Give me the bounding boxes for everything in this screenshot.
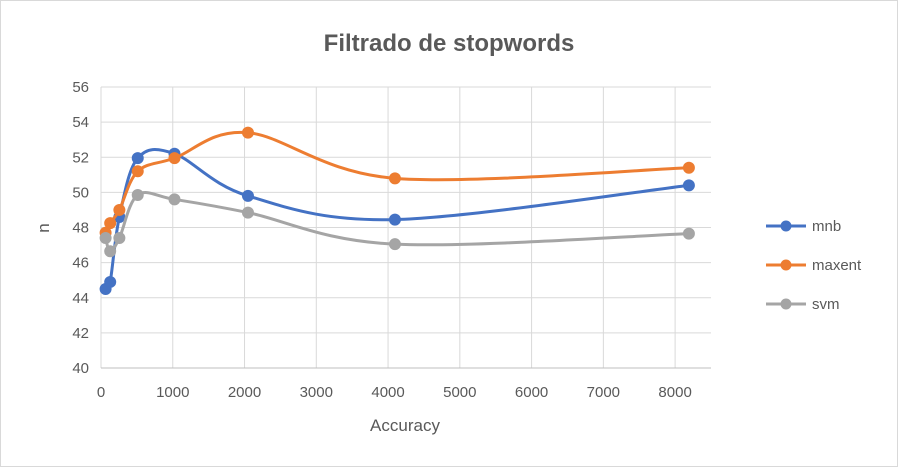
data-point-svm (388, 238, 401, 251)
legend: mnb maxent svm (766, 218, 862, 313)
y-tick-label: 56 (72, 79, 89, 96)
data-point-svm (131, 189, 144, 202)
x-tick-label: 8000 (658, 384, 691, 401)
x-tick-label: 6000 (515, 384, 548, 401)
legend-item-svm: svm (766, 296, 840, 313)
y-axis-ticks: 40 42 44 46 48 50 52 54 56 (72, 79, 89, 377)
data-point-mnb (131, 152, 144, 165)
chart-title: Filtrado de stopwords (324, 30, 575, 57)
x-tick-label: 1000 (156, 384, 189, 401)
x-axis-ticks: 0 1000 2000 3000 4000 5000 6000 7000 8000 (97, 384, 692, 401)
legend-swatch-marker (780, 298, 792, 310)
y-tick-label: 42 (72, 325, 89, 342)
y-tick-label: 52 (72, 149, 89, 166)
y-tick-label: 50 (72, 184, 89, 201)
data-point-maxent (388, 172, 401, 185)
data-point-svm (168, 193, 181, 206)
legend-label: mnb (812, 218, 841, 235)
y-tick-label: 44 (72, 290, 89, 307)
data-point-maxent (131, 165, 144, 178)
data-point-maxent (682, 161, 695, 174)
x-tick-label: 4000 (371, 384, 404, 401)
data-point-mnb (104, 275, 117, 288)
x-tick-label: 5000 (443, 384, 476, 401)
data-point-svm (113, 232, 126, 245)
legend-swatch-marker (780, 259, 792, 271)
data-point-svm (99, 232, 112, 245)
data-point-svm (104, 245, 117, 258)
y-tick-label: 40 (72, 360, 89, 377)
y-tick-label: 48 (72, 220, 89, 237)
data-point-svm (682, 227, 695, 240)
data-point-mnb (388, 213, 401, 226)
legend-item-maxent: maxent (766, 257, 862, 274)
x-tick-label: 2000 (228, 384, 261, 401)
legend-swatch-marker (780, 220, 792, 232)
x-tick-label: 0 (97, 384, 105, 401)
y-tick-label: 54 (72, 114, 89, 131)
data-point-mnb (241, 189, 254, 202)
legend-item-mnb: mnb (766, 218, 841, 235)
y-tick-label: 46 (72, 255, 89, 272)
legend-label: maxent (812, 257, 862, 274)
series-line-mnb (104, 148, 690, 292)
series-mnb (99, 147, 695, 295)
x-axis-title: Accuracy (370, 416, 440, 435)
x-tick-label: 7000 (587, 384, 620, 401)
series-group (99, 126, 695, 295)
data-point-maxent (113, 203, 126, 216)
x-tick-label: 3000 (300, 384, 333, 401)
series-svm (99, 189, 695, 258)
legend-label: svm (812, 296, 840, 313)
y-axis-title: n (34, 223, 53, 232)
data-point-maxent (168, 152, 181, 165)
data-point-mnb (682, 179, 695, 192)
gridlines (100, 86, 711, 369)
data-point-maxent (104, 217, 117, 230)
data-point-maxent (241, 126, 254, 139)
data-point-svm (241, 206, 254, 219)
